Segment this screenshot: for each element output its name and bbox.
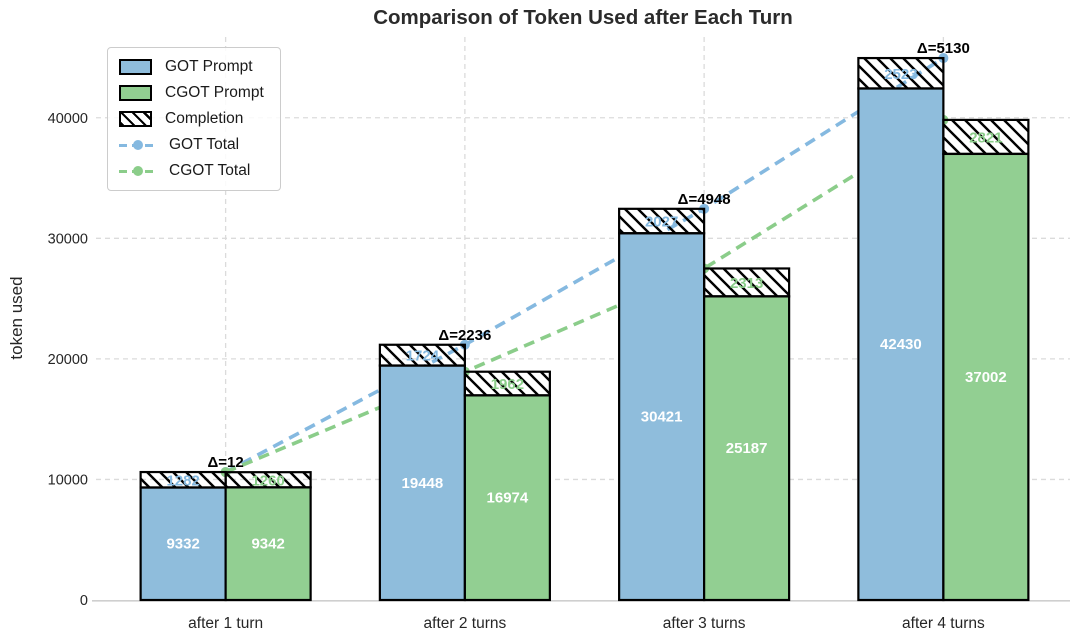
completion-hatch-swatch-icon (119, 111, 152, 127)
legend-entry-got-total: GOT Total (119, 136, 264, 154)
got-completion-value: 2027 (645, 214, 678, 231)
y-tick-label: 40000 (48, 111, 88, 127)
legend-entry-got-prompt: GOT Prompt (119, 58, 264, 76)
got-prompt-value: 9332 (166, 536, 199, 553)
legend-label: GOT Prompt (165, 58, 253, 75)
got-prompt-bar (378, 364, 466, 602)
legend-entry-cgot-total: CGOT Total (119, 162, 264, 180)
cgot-completion-bar (703, 267, 791, 298)
got-completion-bar (378, 343, 466, 367)
got-prompt-swatch-icon (119, 59, 152, 75)
got-completion-bar (857, 56, 945, 90)
cgot-prompt-bar (942, 152, 1030, 602)
cgot-completion-bar (463, 370, 551, 397)
cgot-completion-value: 1260 (251, 472, 284, 489)
got-prompt-value: 42430 (880, 336, 922, 353)
y-tick-label: 0 (80, 593, 88, 609)
cgot-prompt-value: 9342 (251, 536, 284, 553)
y-tick-label: 30000 (48, 232, 88, 248)
cgot-prompt-value: 25187 (726, 440, 768, 457)
cgot-prompt-bar (224, 486, 312, 602)
cgot-completion-value: 1962 (491, 376, 524, 393)
got-completion-bar (618, 207, 706, 235)
legend-label: GOT Total (169, 136, 240, 153)
y-tick-label: 20000 (48, 352, 88, 368)
cgot-prompt-value: 16974 (487, 490, 529, 507)
x-tick-label: after 3 turns (663, 615, 746, 632)
got-completion-value: 1724 (406, 348, 440, 365)
cgot-prompt-value: 37002 (965, 369, 1007, 386)
got-total-line (224, 56, 945, 474)
delta-annotation: Δ=4948 (678, 191, 731, 208)
legend-label: CGOT Prompt (165, 84, 264, 101)
cgot-completion-value: 2313 (730, 275, 763, 292)
got-completion-value: 2523 (884, 66, 917, 83)
x-tick-label: after 1 turn (188, 615, 263, 632)
cgot-completion-bar (224, 471, 312, 489)
delta-annotation: Δ=12 (208, 454, 244, 471)
y-tick-label: 10000 (48, 473, 88, 489)
cgot-prompt-swatch-icon (119, 85, 152, 101)
cgot-prompt-bar (463, 394, 551, 602)
legend-label: CGOT Total (169, 162, 251, 179)
got-total-line-swatch-icon (119, 137, 156, 153)
legend-entry-cgot-prompt: CGOT Prompt (119, 84, 264, 102)
chart-title: Comparison of Token Used after Each Turn (373, 6, 793, 29)
legend-label: Completion (165, 110, 244, 127)
x-tick-label: after 4 turns (902, 615, 985, 632)
cgot-total-line (224, 118, 945, 474)
cgot-completion-value: 2821 (969, 129, 1002, 146)
x-tick-label: after 2 turns (424, 615, 507, 632)
cgot-completion-bar (942, 118, 1030, 156)
legend-entry-completion: Completion (119, 110, 264, 128)
legend: GOT Prompt CGOT Prompt Completion GOT To… (107, 47, 281, 191)
got-completion-value: 1282 (166, 472, 199, 489)
delta-annotation: Δ=5130 (917, 40, 970, 57)
cgot-total-line-swatch-icon (119, 163, 156, 179)
delta-annotation: Δ=2236 (438, 327, 491, 344)
got-prompt-value: 30421 (641, 409, 683, 426)
got-prompt-value: 19448 (402, 475, 444, 492)
